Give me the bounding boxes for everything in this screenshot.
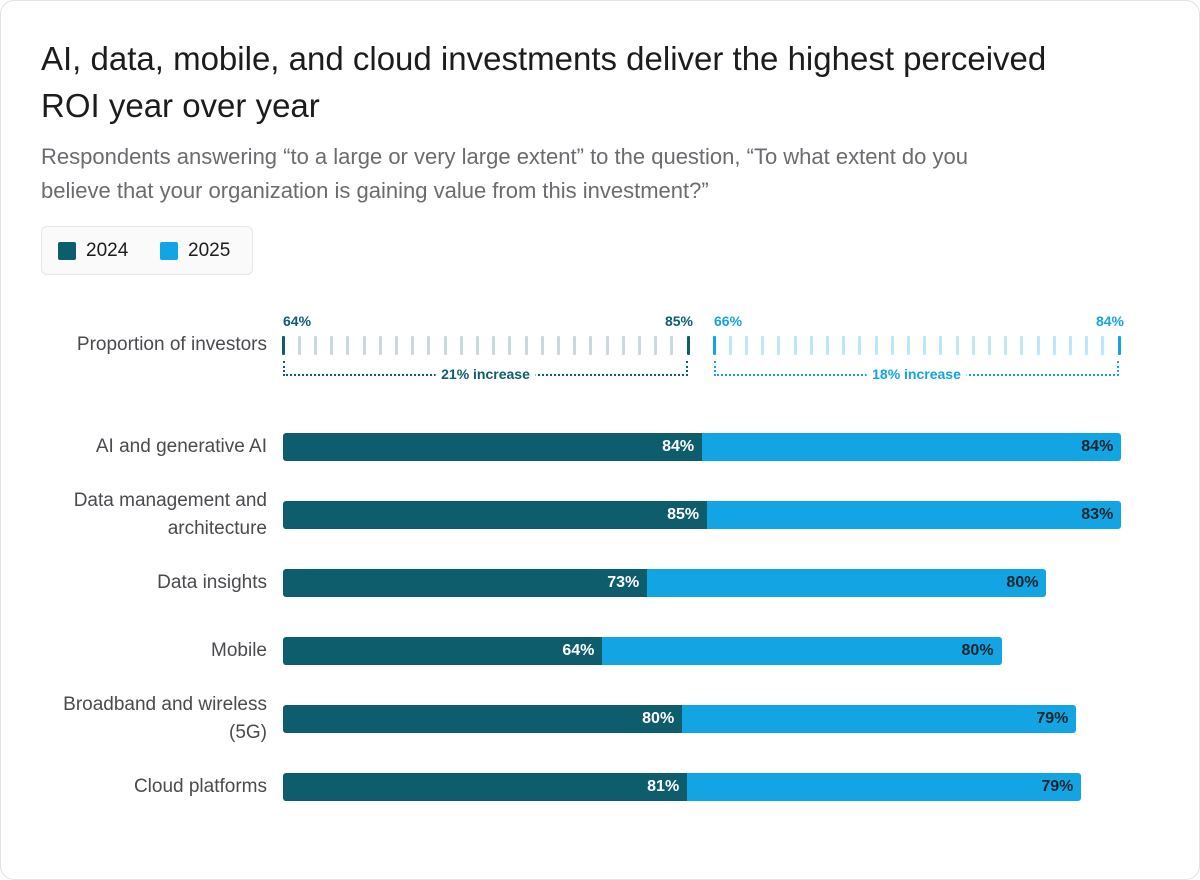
bar-segment: 80% [647,569,1047,597]
range-dash [297,336,301,355]
range-dash [492,336,496,355]
chart-title: AI, data, mobile, and cloud investments … [41,40,1047,124]
range-note: 18% increase [866,366,967,382]
range-dash [427,336,431,355]
bar-segment: 73% [283,569,648,597]
category-label: Data insights [157,572,267,593]
range-end-tick [1117,336,1121,355]
range-dash [605,336,609,355]
range-dash [621,336,625,355]
range-dash [1052,336,1056,355]
range-dash [313,336,317,355]
range-dash [955,336,959,355]
value-label: 79% [1041,778,1074,795]
range-dash [825,336,829,355]
legend-item: 2025 [160,239,230,263]
value-label: 80% [1006,574,1039,591]
category-label: Broadband and wireless (5G) [63,694,267,743]
range-dash [923,336,927,355]
legend-label: 2024 [86,240,129,261]
bar-segment: 64% [283,637,603,665]
value-label: 81% [647,778,680,795]
range-note: 21% increase [435,366,536,382]
range-start-label: 64% [283,313,312,329]
value-label: 73% [607,574,640,591]
range-start-label: 66% [714,313,743,329]
range-dash [744,336,748,355]
range-dash [939,336,943,355]
range-dash [1036,336,1040,355]
range-dash [573,336,577,355]
bar-segment: 80% [283,705,683,733]
range-dash [330,336,334,355]
legend: 2024 2025 [41,226,253,275]
value-label: 80% [642,710,675,727]
bar-segment: 84% [702,433,1122,461]
chart-subtitle: Respondents answering “to a large or ver… [41,144,968,203]
value-label: 85% [667,506,700,523]
value-label: 83% [1081,506,1114,523]
range-dash [1020,336,1024,355]
range-end-label: 85% [664,313,693,329]
range-dash [475,336,479,355]
value-label: 80% [961,642,994,659]
range-dash [761,336,765,355]
bar-segment: 83% [707,501,1122,529]
range-dash [459,336,463,355]
legend-swatch [58,242,76,260]
range-dash [670,336,674,355]
range-dash [508,336,512,355]
bar-segment: 84% [283,433,703,461]
category-label: Data management and architecture [73,490,267,539]
category-label: AI and generative AI [95,436,267,457]
range-dash [540,336,544,355]
range-dash [971,336,975,355]
range-dash [842,336,846,355]
legend-swatch [160,242,178,260]
category-label: Mobile [211,640,267,661]
bar-segment: 79% [687,773,1082,801]
value-label: 84% [1081,438,1114,455]
range-dash [589,336,593,355]
range-dash [362,336,366,355]
range-dash [858,336,862,355]
legend-item: 2024 [58,239,128,263]
range-end-tick [712,336,716,355]
legend-label: 2025 [188,240,231,261]
range-dash [1004,336,1008,355]
value-label: 84% [662,438,695,455]
range-dash [346,336,350,355]
range-dash [906,336,910,355]
category-label: Cloud platforms [133,776,267,797]
range-dash [987,336,991,355]
range-dash [890,336,894,355]
range-dash [637,336,641,355]
range-dash [809,336,813,355]
range-dash [394,336,398,355]
range-dash [1101,336,1105,355]
range-dash [654,336,658,355]
range-dash [777,336,781,355]
range-dash [1068,336,1072,355]
range-dash [411,336,415,355]
range-dash [443,336,447,355]
range-dash [1085,336,1089,355]
range-end-tick [686,336,690,355]
range-dash [524,336,528,355]
range-dash [556,336,560,355]
value-label: 79% [1036,710,1069,727]
bar-segment: 80% [602,637,1002,665]
range-dash [874,336,878,355]
range-dash [378,336,382,355]
value-label: 64% [562,642,595,659]
range-end-label: 84% [1095,313,1124,329]
bar-segment: 85% [283,501,708,529]
investors-label: Proportion of investors [76,334,267,355]
range-dash [793,336,797,355]
bar-segment: 81% [283,773,688,801]
range-dash [728,336,732,355]
bar-segment: 79% [682,705,1077,733]
range-end-tick [281,336,285,355]
